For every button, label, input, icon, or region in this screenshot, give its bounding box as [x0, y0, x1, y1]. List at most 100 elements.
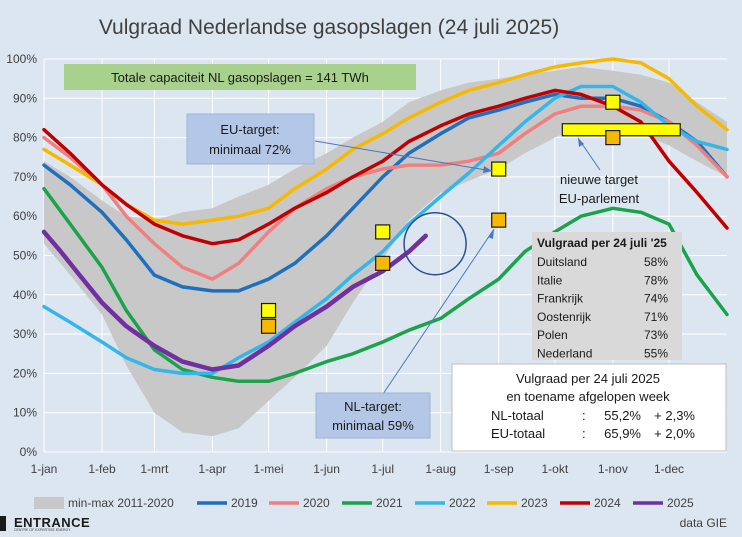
country-table-box [532, 232, 682, 360]
summary-value: 65,9% [604, 426, 641, 441]
band-layer [44, 66, 727, 437]
summary-line2: en toename afgelopen week [506, 389, 670, 404]
summary-label: NL-totaal [491, 408, 544, 423]
y-tick-label: 20% [13, 366, 37, 380]
y-tick-label: 0% [20, 445, 38, 459]
nl-target-arrow [382, 228, 495, 395]
x-tick-label: 1-mrt [140, 462, 169, 476]
eu-parliament-target-bar [561, 123, 681, 137]
country-value: 74% [644, 292, 668, 306]
data-source: data GIE [680, 516, 727, 530]
legend-label-2019: 2019 [231, 496, 258, 510]
country-name: Italie [537, 273, 563, 287]
legend-swatch-band [34, 497, 64, 509]
nl-target-arrowhead [488, 229, 494, 239]
legend-label-2024: 2024 [594, 496, 621, 510]
series-line-2025 [41, 229, 428, 372]
country-value: 58% [644, 255, 668, 269]
y-tick-label: 70% [13, 170, 37, 184]
eu-target-arrowhead [483, 166, 492, 173]
country-value: 71% [644, 310, 668, 324]
legend-label-band: min-max 2011-2020 [68, 496, 174, 510]
legend-label-2023: 2023 [521, 496, 548, 510]
logo-text: ENTRANCE [14, 515, 90, 530]
new-target-line1: nieuwe target [560, 172, 638, 187]
target-marker [375, 224, 391, 240]
eu-target-arrow [314, 140, 493, 172]
x-tick-label: 1-sep [484, 462, 514, 476]
country-value: 55% [644, 347, 668, 361]
summary-line1: Vulgraad per 24 juli 2025 [516, 371, 660, 386]
series-layer [41, 57, 729, 384]
legend-label-2025: 2025 [667, 496, 694, 510]
chart-title: Vulgraad Nederlandse gasopslagen (24 jul… [99, 16, 559, 39]
y-tick-label: 40% [13, 288, 37, 302]
y-tick-label: 50% [13, 249, 37, 263]
x-tick-label: 1-feb [88, 462, 116, 476]
target-marker [491, 161, 507, 177]
country-value: 73% [644, 328, 668, 342]
nl-target-box [315, 392, 431, 439]
summary-box [451, 363, 727, 452]
summary-value: 55,2% [604, 408, 641, 423]
capacity-label: Totale capaciteit NL gasopslagen = 141 T… [111, 70, 369, 85]
y-tick-label: 60% [13, 209, 37, 223]
target-marker [260, 318, 277, 334]
summary-separator: : [582, 426, 586, 441]
x-tick-label: 1-apr [198, 462, 226, 476]
summary-delta: + 2,3% [654, 408, 695, 423]
summary-separator: : [582, 408, 586, 423]
target-marker [605, 130, 621, 146]
band-min-max [44, 66, 727, 437]
target-marker [375, 255, 391, 271]
y-tick-label: 10% [13, 406, 37, 420]
y-tick-label: 90% [13, 91, 37, 105]
country-name: Nederland [537, 347, 592, 361]
highlight-circle [403, 211, 467, 276]
x-tick-label: 1-mei [254, 462, 284, 476]
x-tick-label: 1-nov [598, 462, 628, 476]
summary-delta: + 2,0% [654, 426, 695, 441]
country-name: Duitsland [537, 255, 587, 269]
capacity-label-box [64, 64, 416, 90]
target-marker [605, 94, 621, 110]
legend-label-2020: 2020 [303, 496, 330, 510]
new-target-arrowhead [578, 138, 584, 147]
x-axis: 1-jan 1-feb 1-mrt 1-apr 1-mei 1-jun 1-jul 1-aug… [31, 462, 684, 476]
x-tick-label: 1-jun [313, 462, 340, 476]
summary-rows: NL-totaal: 55,2% + 2,3% EU-totaal: 65,9% + 2,… [491, 408, 695, 441]
y-tick-label: 100% [6, 52, 37, 66]
country-name: Oostenrijk [537, 310, 592, 324]
series-line-2021 [42, 186, 729, 384]
legend-label-2022: 2022 [449, 496, 476, 510]
eu-target-line2: minimaal 72% [209, 142, 291, 157]
country-name: Polen [537, 328, 568, 342]
country-value: 78% [644, 273, 668, 287]
x-tick-label: 1-aug [425, 462, 456, 476]
series-line-2023 [42, 57, 729, 226]
x-tick-label: 1-jul [371, 462, 394, 476]
x-tick-label: 1-jan [31, 462, 58, 476]
x-tick-label: 1-dec [654, 462, 684, 476]
y-tick-label: 30% [13, 327, 37, 341]
nl-target-line1: NL-target: [344, 399, 402, 414]
x-tick-label: 1-okt [542, 462, 569, 476]
eu-target-box [186, 113, 315, 165]
nl-target-line2: minimaal 59% [332, 418, 414, 433]
target-marker [260, 302, 277, 319]
y-axis: 0% 10% 20% 30% 40% 50% 60% 70% 80% 90% 100% [6, 52, 37, 459]
logo-subtext: CENTRE OF EXPERTISE ENERGY [14, 528, 71, 532]
summary-label: EU-totaal [491, 426, 545, 441]
series-line-2022 [42, 84, 729, 376]
target-marker [491, 212, 507, 228]
eu-target-line1: EU-target: [220, 122, 279, 137]
country-table-rows: Duitsland 58% Italie 78% Frankrijk 74% Oostenr… [537, 255, 668, 361]
country-table-header: Vulgraad per 24 juli '25 [537, 236, 667, 250]
legend: min-max 2011-2020 2019 2020 2021 2022 2023 202… [34, 496, 694, 510]
country-name: Frankrijk [537, 292, 584, 306]
y-tick-label: 80% [13, 131, 37, 145]
legend-label-2021: 2021 [376, 496, 403, 510]
new-target-line2: EU-parlement [559, 191, 640, 206]
